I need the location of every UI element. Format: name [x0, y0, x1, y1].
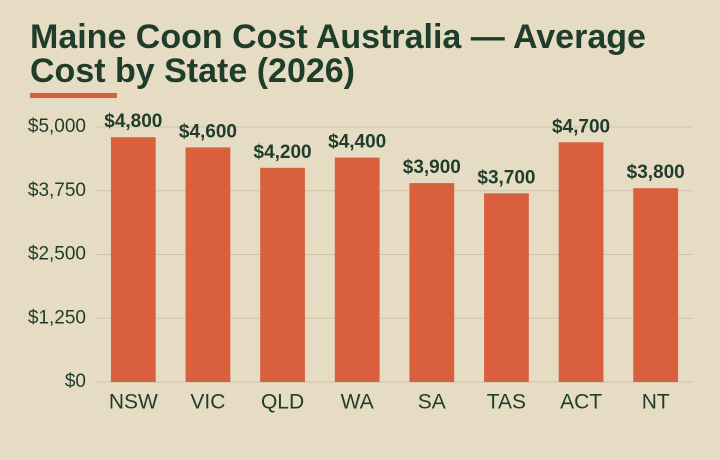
x-tick-label: SA [418, 391, 446, 414]
x-tick-label: VIC [190, 391, 225, 414]
bar [409, 183, 455, 382]
value-label: $3,800 [627, 162, 685, 183]
chart-title: Maine Coon Cost Australia — Average Cost… [30, 18, 646, 90]
value-label: $3,700 [477, 167, 535, 188]
bar [633, 188, 679, 382]
title-accent [30, 93, 117, 98]
x-tick-label: NSW [109, 391, 158, 414]
x-tick-label: TAS [487, 391, 526, 414]
y-tick-label: $2,500 [28, 244, 86, 265]
value-label: $4,800 [104, 111, 162, 132]
value-label: $4,200 [254, 142, 312, 163]
y-tick-label: $0 [65, 371, 86, 392]
y-tick-label: $3,750 [28, 180, 86, 201]
bar [558, 142, 604, 382]
x-tick-label: NT [642, 391, 670, 414]
y-tick-label: $5,000 [28, 116, 86, 137]
bar [110, 137, 156, 382]
bar [484, 193, 529, 382]
bar [334, 157, 380, 382]
value-label: $4,400 [328, 132, 386, 153]
value-label: $3,900 [403, 157, 461, 178]
value-label: $4,600 [179, 121, 237, 142]
x-tick-label: WA [341, 391, 374, 414]
x-tick-label: QLD [261, 391, 304, 414]
y-tick-label: $1,250 [28, 307, 86, 328]
bar [185, 147, 231, 382]
x-tick-label: ACT [560, 391, 602, 414]
bar [260, 167, 305, 382]
value-label: $4,700 [552, 116, 610, 137]
